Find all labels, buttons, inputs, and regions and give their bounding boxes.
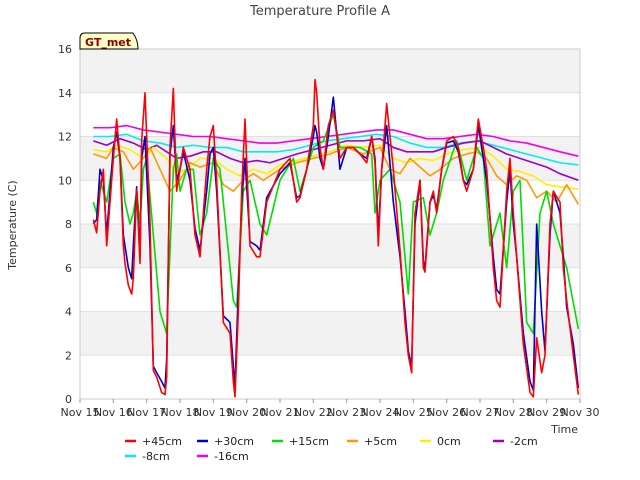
y-tick-label: 10 bbox=[58, 174, 72, 187]
legend-label: -16cm bbox=[214, 450, 249, 463]
legend-label: -8cm bbox=[142, 450, 170, 463]
y-tick-label: 2 bbox=[65, 349, 72, 362]
series-line-+15cm bbox=[92, 113, 580, 335]
x-tick-label: Nov 23 bbox=[327, 406, 366, 419]
band-8-10 bbox=[80, 180, 580, 224]
x-tick-label: Nov 22 bbox=[294, 406, 333, 419]
x-tick-label: Nov 21 bbox=[261, 406, 300, 419]
legend-label: 0cm bbox=[437, 435, 461, 448]
legend-item-+45cm: +45cm bbox=[125, 435, 182, 448]
legend-item--8cm: -8cm bbox=[125, 450, 170, 463]
band-2-4 bbox=[80, 311, 580, 356]
x-tick-label: Nov 27 bbox=[461, 406, 500, 419]
chart-title: Temperature Profile A bbox=[249, 4, 390, 19]
legend-label: +15cm bbox=[289, 435, 329, 448]
legend-item-0cm: 0cm bbox=[420, 435, 461, 448]
x-tick-label: Nov 19 bbox=[194, 406, 233, 419]
x-tick-label: Nov 30 bbox=[561, 406, 600, 419]
series-line--2cm bbox=[93, 137, 579, 182]
x-axis-label: Time bbox=[550, 423, 578, 436]
legend-label: -2cm bbox=[510, 435, 538, 448]
y-tick-label: 0 bbox=[65, 393, 72, 406]
band-6-8 bbox=[80, 224, 580, 268]
x-tick-label: Nov 28 bbox=[494, 406, 533, 419]
legend-label: +45cm bbox=[142, 435, 182, 448]
x-tick-label: Nov 16 bbox=[94, 406, 133, 419]
y-tick-label: 8 bbox=[65, 218, 72, 231]
y-axis-label: Temperature (C) bbox=[6, 180, 19, 270]
series-line-+45cm bbox=[92, 78, 580, 398]
legend-item--16cm: -16cm bbox=[197, 450, 249, 463]
band-4-6 bbox=[80, 267, 580, 312]
legend-label: +30cm bbox=[214, 435, 254, 448]
x-tick-label: Nov 24 bbox=[361, 406, 400, 419]
y-tick-label: 4 bbox=[65, 306, 72, 319]
y-tick-label: 6 bbox=[65, 262, 72, 275]
legend-label: +5cm bbox=[364, 435, 397, 448]
band-12-14 bbox=[80, 92, 580, 137]
x-tick-label: Nov 29 bbox=[527, 406, 566, 419]
y-tick-label: 16 bbox=[58, 43, 72, 56]
x-tick-label: Nov 26 bbox=[427, 406, 466, 419]
y-axis-ticks: 0 2 4 6 8 10 12 14 16 bbox=[58, 43, 72, 406]
legend-item-+30cm: +30cm bbox=[197, 435, 254, 448]
x-tick-label: Nov 17 bbox=[127, 406, 166, 419]
plot-frame bbox=[79, 48, 581, 400]
band-14-16 bbox=[80, 49, 580, 93]
legend: +45cm +30cm +15cm +5cm 0cm -2cm -8cm -16cm bbox=[125, 435, 538, 463]
band-0-2 bbox=[80, 355, 580, 399]
x-tick-label: Nov 20 bbox=[227, 406, 266, 419]
x-tick-label: Nov 15 bbox=[61, 406, 100, 419]
y-tick-label: 12 bbox=[58, 131, 72, 144]
x-tick-label: Nov 18 bbox=[161, 406, 200, 419]
y-tick-label: 14 bbox=[58, 87, 72, 100]
legend-item-+5cm: +5cm bbox=[347, 435, 397, 448]
gt-met-badge: GT_met bbox=[79, 32, 139, 50]
legend-item--2cm: -2cm bbox=[493, 435, 538, 448]
badge-label: GT_met bbox=[85, 36, 131, 49]
plot-series bbox=[92, 78, 580, 398]
x-tick-label: Nov 25 bbox=[394, 406, 433, 419]
legend-item-+15cm: +15cm bbox=[272, 435, 329, 448]
